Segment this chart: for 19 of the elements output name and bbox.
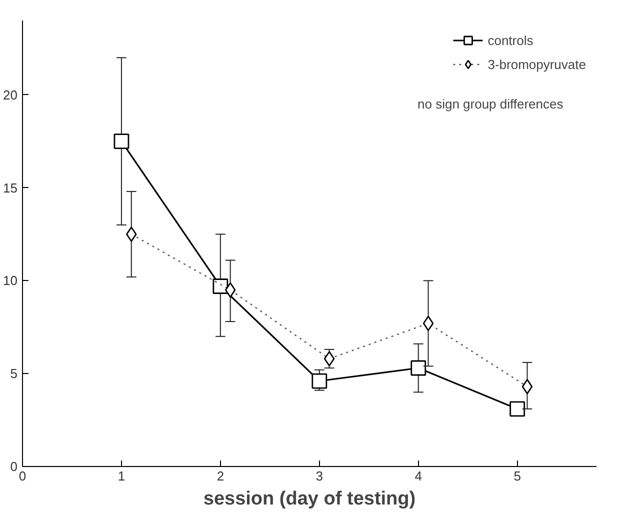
x-axis-title: session (day of testing): [203, 488, 416, 510]
y-tick-label: 20: [3, 87, 18, 102]
x-tick-label: 4: [414, 468, 422, 484]
x-tick-label: 3: [316, 468, 324, 484]
x-tick-label: 2: [216, 468, 224, 484]
x-tick-label: 1: [118, 468, 126, 484]
y-tick-label: 10: [3, 273, 18, 288]
legend-label: controls: [488, 32, 534, 48]
point: [410, 360, 426, 376]
annotation: no sign group differences: [418, 96, 564, 112]
x-tick-label: 5: [514, 468, 521, 484]
y-tick-label: 5: [10, 366, 18, 382]
point: [510, 401, 526, 417]
point: [212, 278, 228, 294]
legend-label: 3-bromopyruvate: [488, 56, 586, 72]
point: [114, 134, 130, 149]
y-tick-label: 15: [3, 180, 18, 196]
point: [312, 373, 328, 389]
y-tick-label: 0: [10, 459, 18, 474]
